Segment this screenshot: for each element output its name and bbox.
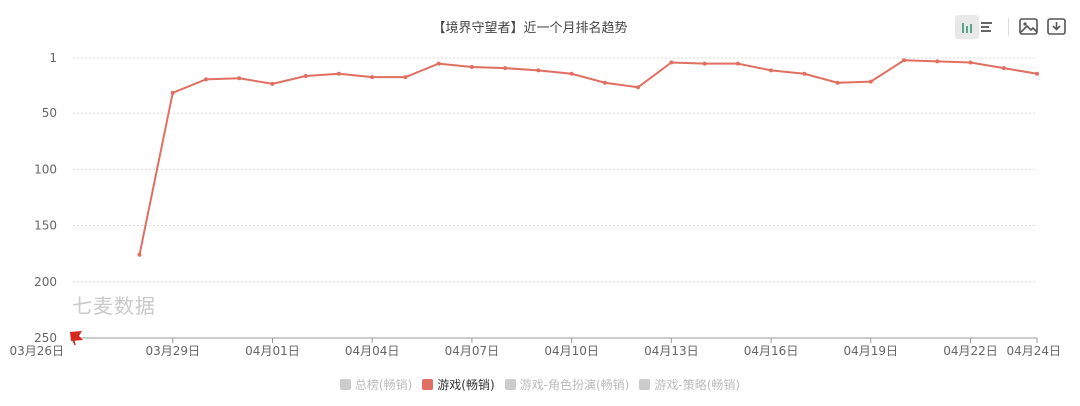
y-tick-label: 1 bbox=[49, 51, 57, 65]
x-tick-label: 04月22日 bbox=[943, 344, 998, 358]
data-point bbox=[170, 90, 175, 95]
data-point bbox=[237, 76, 242, 81]
y-tick-label: 150 bbox=[34, 219, 57, 233]
x-tick-label: 04月10日 bbox=[544, 344, 599, 358]
legend-item-game-strategy[interactable]: 游戏-策略(畅销) bbox=[639, 376, 740, 393]
x-tick-label: 03月29日 bbox=[145, 344, 200, 358]
series-line bbox=[138, 59, 1038, 255]
legend-item-game[interactable]: 游戏(畅销) bbox=[422, 376, 495, 393]
x-tick-label: 04月07日 bbox=[445, 344, 500, 358]
data-point bbox=[669, 60, 674, 65]
flag-icon bbox=[70, 331, 83, 346]
download-icon bbox=[1047, 18, 1066, 35]
watermark-text: 七麦数据 bbox=[72, 294, 156, 318]
data-point bbox=[303, 73, 308, 78]
chart-legend: 总榜(畅销) 游戏(畅销) 游戏-角色扮演(畅销) 游戏-策略(畅销) bbox=[0, 376, 1080, 393]
data-point bbox=[868, 79, 873, 84]
x-tick-label: 04月19日 bbox=[844, 344, 899, 358]
data-point bbox=[436, 61, 441, 66]
bar-chart-icon bbox=[962, 23, 972, 33]
y-tick-label: 200 bbox=[34, 275, 57, 289]
legend-swatch bbox=[339, 379, 351, 390]
x-tick-label: 03月26日 bbox=[9, 344, 64, 358]
y-tick-label: 50 bbox=[42, 106, 57, 120]
legend-swatch bbox=[422, 379, 434, 390]
data-point bbox=[270, 81, 275, 86]
data-point bbox=[137, 252, 142, 257]
data-point bbox=[503, 66, 508, 71]
x-tick-label: 04月24日 bbox=[1006, 344, 1061, 358]
series-game-grossing bbox=[137, 58, 1039, 257]
toolbar-separator bbox=[1008, 18, 1009, 36]
data-point bbox=[835, 80, 840, 85]
legend-label: 游戏-策略(畅销) bbox=[654, 378, 741, 392]
x-axis: 03月26日 03月29日 04月01日 04月04日 04月07日 04月10日 04月1… bbox=[9, 337, 1061, 358]
data-point bbox=[569, 71, 574, 76]
y-tick-label: 100 bbox=[34, 162, 57, 176]
data-point bbox=[203, 77, 208, 82]
data-point bbox=[902, 58, 907, 63]
y-tick-label: 250 bbox=[34, 331, 57, 345]
legend-swatch bbox=[504, 379, 516, 390]
download-button[interactable] bbox=[1045, 15, 1069, 39]
data-point bbox=[336, 71, 341, 76]
data-point bbox=[702, 61, 707, 66]
grid-lines bbox=[73, 57, 1037, 283]
save-image-icon bbox=[1019, 18, 1038, 35]
x-tick-label: 04月04日 bbox=[345, 344, 400, 358]
data-point bbox=[536, 68, 541, 73]
data-point bbox=[769, 68, 774, 73]
legend-item-overall[interactable]: 总榜(畅销) bbox=[339, 376, 413, 393]
legend-label: 总榜(畅销) bbox=[354, 378, 413, 392]
data-point bbox=[968, 60, 973, 65]
x-tick-label: 04月01日 bbox=[245, 344, 300, 358]
legend-swatch bbox=[639, 379, 651, 390]
data-point bbox=[1035, 71, 1039, 76]
data-point bbox=[935, 59, 940, 64]
data-point bbox=[1001, 66, 1006, 71]
legend-item-game-rpg[interactable]: 游戏-角色扮演(畅销) bbox=[504, 376, 630, 393]
save-image-button[interactable] bbox=[1017, 15, 1041, 39]
data-point bbox=[370, 75, 375, 80]
line-chart-toggle-button[interactable] bbox=[975, 15, 999, 39]
bar-chart-toggle-button[interactable] bbox=[955, 15, 979, 39]
x-tick-label: 04月16日 bbox=[744, 344, 799, 358]
line-chart-icon bbox=[981, 22, 992, 32]
data-point bbox=[735, 61, 740, 66]
x-tick-label: 04月13日 bbox=[644, 344, 699, 358]
legend-label: 游戏(畅销) bbox=[437, 378, 495, 392]
data-point bbox=[403, 75, 408, 80]
data-point bbox=[802, 71, 807, 76]
chart-title: 【境界守望者】近一个月排名趋势 bbox=[432, 21, 628, 36]
data-point bbox=[469, 64, 474, 69]
data-point bbox=[602, 80, 607, 85]
legend-label: 游戏-角色扮演(畅销) bbox=[519, 378, 630, 392]
data-point bbox=[636, 85, 641, 90]
